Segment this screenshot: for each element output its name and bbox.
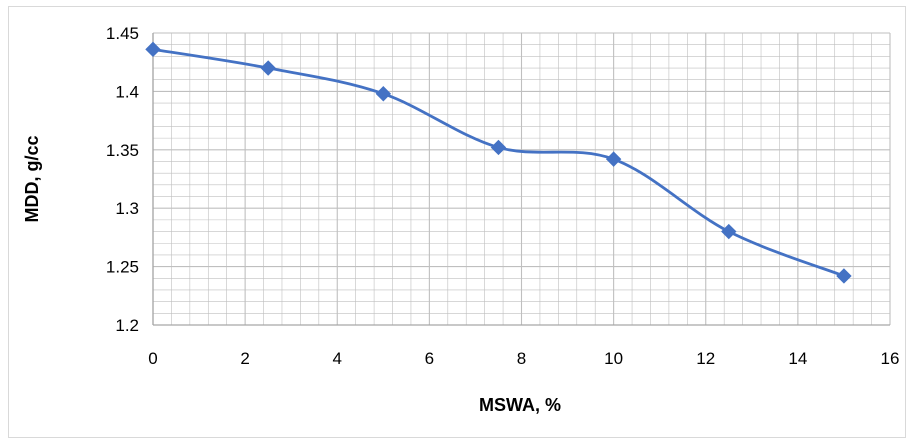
data-point-marker [490,139,507,156]
x-tick-label: 6 [425,349,434,368]
data-point-marker [260,60,276,76]
y-tick-label: 1.45 [106,24,139,43]
gridlines [152,32,891,326]
y-tick-label: 1.35 [106,141,139,160]
data-point-marker [836,268,852,284]
x-axis-title: MSWA, % [479,395,561,415]
y-tick-labels: 1.2 1.25 1.3 1.35 1.4 1.45 [106,24,139,335]
x-tick-label: 2 [240,349,249,368]
x-tick-labels: 0 2 4 6 8 10 12 14 16 [148,349,899,368]
x-tick-label: 12 [696,349,715,368]
x-tick-label: 4 [333,349,342,368]
chart-frame [8,6,906,438]
x-tick-label: 14 [788,349,807,368]
data-point-marker [721,223,737,240]
data-point-marker [145,41,161,58]
series [145,41,852,284]
data-point-marker [375,86,392,102]
x-tick-label: 10 [604,349,623,368]
series-line [152,47,845,278]
y-tick-label: 1.25 [106,258,139,277]
x-tick-label: 0 [148,349,157,368]
x-tick-label: 16 [881,349,900,368]
y-tick-label: 1.2 [115,316,139,335]
axes [152,33,890,326]
data-point-marker [605,151,622,167]
y-tick-label: 1.3 [115,199,139,218]
x-tick-label: 8 [517,349,526,368]
y-axis-title: MDD, g/cc [22,135,42,222]
y-tick-label: 1.4 [115,82,139,101]
